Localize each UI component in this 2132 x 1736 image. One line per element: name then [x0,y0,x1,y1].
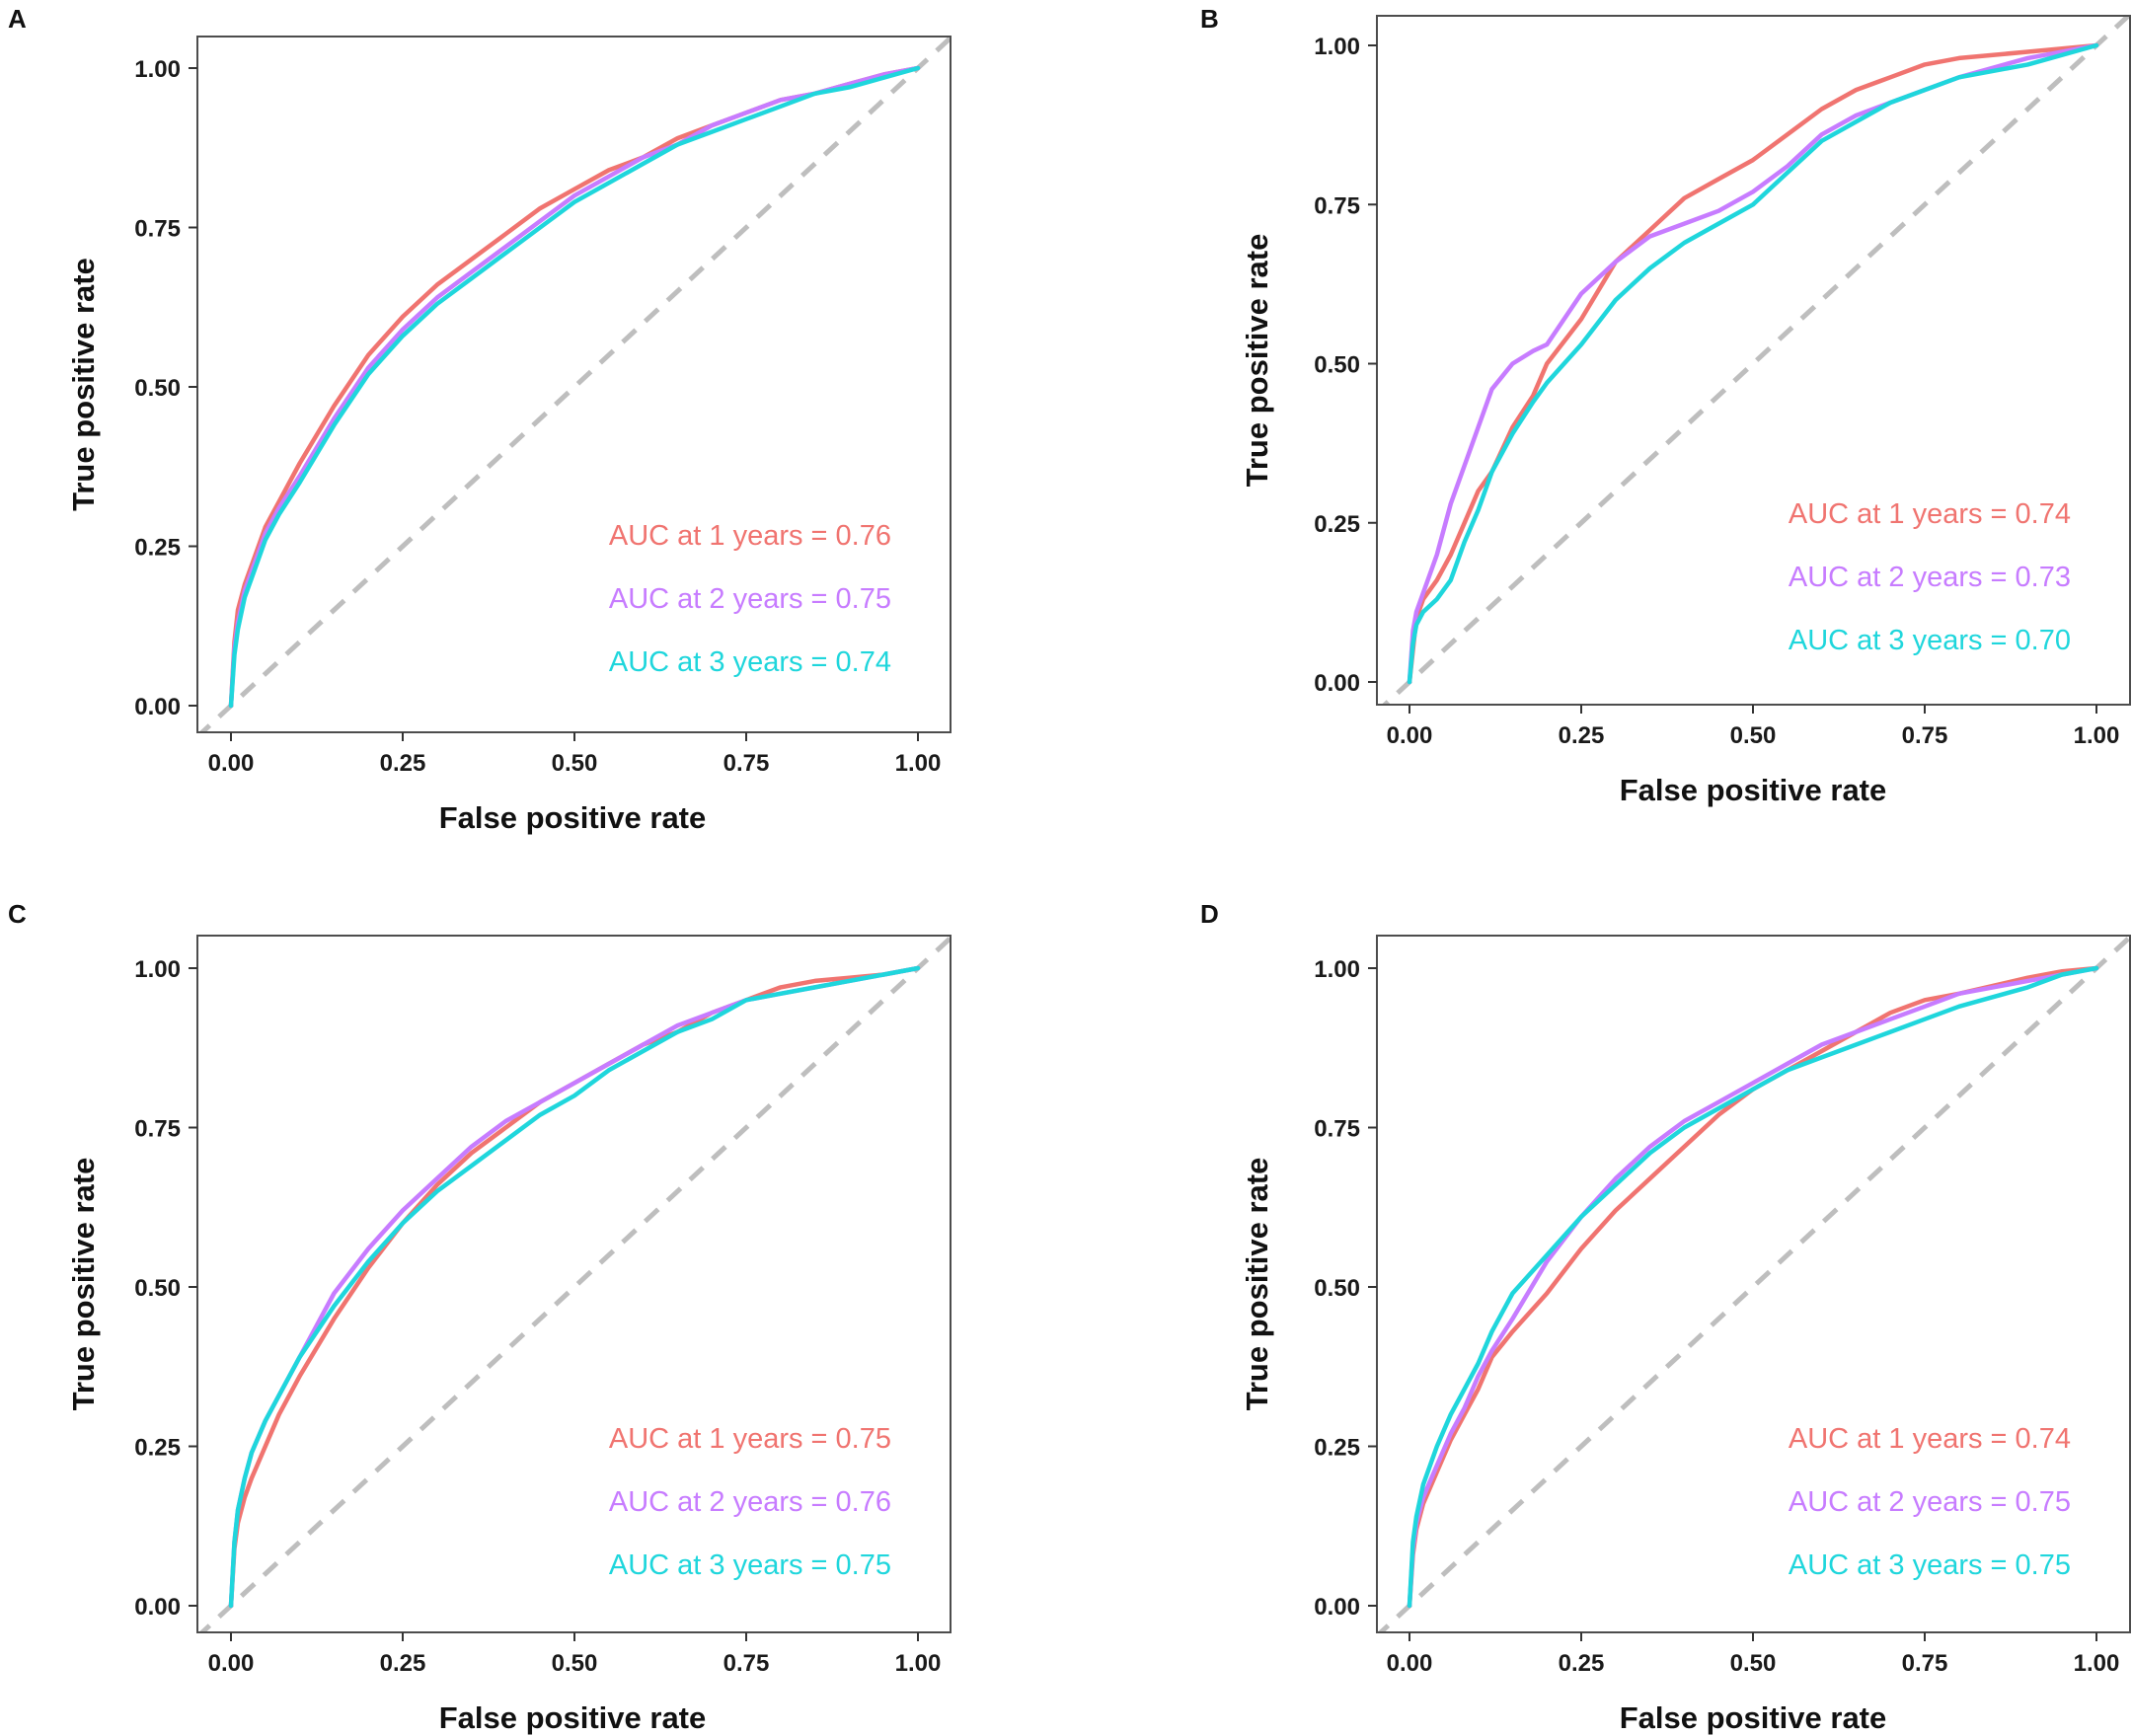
y-tick-label: 0.00 [1314,670,1360,697]
x-tick-label: 0.50 [552,750,598,777]
plot-frame [196,36,952,733]
panel-label: A [8,4,27,34]
x-tick-label: 0.50 [1730,1650,1777,1677]
x-tick-label: 0.50 [552,1650,598,1677]
x-tick-label: 0.25 [380,750,426,777]
panel-a: A 0.00 0.25 0.50 0.75 1.00 0.00 0.25 0.50 0.75 1.0… [8,4,952,835]
plot-frame [1376,15,2131,706]
y-tick-label: 0.50 [1314,352,1360,379]
y-axis-title: True positive rate [1240,1158,1274,1411]
x-tick-label: 0.25 [1559,722,1605,749]
y-tick-label: 0.00 [134,694,181,720]
y-tick-label: 0.75 [134,216,181,243]
auc-label-2-years: AUC at 2 years = 0.75 [609,583,891,615]
panel-b: B 0.00 0.25 0.50 0.75 1.00 0.00 0.25 0.50 0.75 1.0… [1200,4,2131,807]
roc-curve-1-years [1407,42,2099,685]
auc-label-3-years: AUC at 3 years = 0.75 [1789,1549,2071,1581]
x-tick-label: 0.75 [723,1650,770,1677]
x-tick-label: 0.25 [380,1650,426,1677]
roc-curve-2-years [1407,965,2099,1609]
panel-d: D 0.00 0.25 0.50 0.75 1.00 0.00 0.25 0.50 0.75 1.0… [1200,899,2131,1735]
y-tick-label: 1.00 [1314,34,1360,60]
reference-diagonal-line [1381,16,2130,705]
y-tick-label: 0.50 [134,375,181,402]
x-tick-label: 0.00 [208,750,255,777]
y-axis-title: True positive rate [66,258,101,511]
x-tick-label: 1.00 [895,1650,942,1677]
x-tick-label: 0.00 [208,1650,255,1677]
roc-curve-1-years [228,965,921,1609]
x-tick-label: 0.75 [1902,722,1948,749]
auc-label-3-years: AUC at 3 years = 0.75 [609,1549,891,1581]
y-tick-label: 0.25 [1314,1435,1360,1462]
x-axis-title: False positive rate [439,1700,707,1735]
plot-frame [196,935,952,1633]
roc-curve-3-years [1407,42,2099,685]
y-axis-title: True positive rate [1240,234,1274,488]
panel-c: C 0.00 0.25 0.50 0.75 1.00 0.00 0.25 0.50 0.75 1.0… [8,899,952,1735]
panel-label: C [8,899,27,929]
auc-label-1-years: AUC at 1 years = 0.76 [609,520,891,552]
y-tick-label: 0.25 [134,1435,181,1462]
x-tick-label: 0.25 [1559,1650,1605,1677]
y-tick-label: 0.25 [1314,511,1360,538]
auc-label-2-years: AUC at 2 years = 0.76 [609,1486,891,1518]
y-tick-label: 0.00 [1314,1594,1360,1621]
reference-diagonal-line [1377,936,2130,1632]
x-tick-label: 0.75 [723,750,770,777]
y-tick-label: 1.00 [134,956,181,983]
y-tick-label: 0.75 [134,1116,181,1143]
y-tick-label: 0.50 [1314,1275,1360,1302]
auc-label-1-years: AUC at 1 years = 0.74 [1789,498,2071,530]
auc-label-1-years: AUC at 1 years = 0.75 [609,1423,891,1455]
reference-diagonal-line [198,936,951,1632]
x-tick-label: 0.75 [1902,1650,1948,1677]
auc-label-3-years: AUC at 3 years = 0.74 [609,646,891,678]
auc-label-1-years: AUC at 1 years = 0.74 [1789,1423,2071,1455]
panel-label: D [1200,899,1219,929]
auc-label-3-years: AUC at 3 years = 0.70 [1789,625,2071,656]
y-axis-title: True positive rate [66,1158,101,1411]
y-tick-label: 0.75 [1314,192,1360,219]
y-tick-label: 1.00 [1314,956,1360,983]
x-tick-label: 1.00 [2074,722,2120,749]
x-axis-title: False positive rate [1620,773,1887,807]
reference-diagonal-line [198,37,951,732]
x-tick-label: 0.00 [1387,1650,1433,1677]
x-axis-title: False positive rate [439,800,707,835]
auc-label-2-years: AUC at 2 years = 0.73 [1789,562,2071,593]
roc-curve-3-years [228,965,921,1609]
roc-curve-1-years [1407,965,2099,1609]
roc-curve-3-years [228,65,921,709]
y-tick-label: 1.00 [134,56,181,83]
x-tick-label: 0.50 [1730,722,1777,749]
y-tick-label: 0.25 [134,535,181,562]
y-tick-label: 0.75 [1314,1116,1360,1143]
y-tick-label: 0.50 [134,1275,181,1302]
panel-label: B [1200,4,1219,34]
x-tick-label: 0.00 [1387,722,1433,749]
y-tick-label: 0.00 [134,1594,181,1621]
roc-curve-3-years [1407,965,2099,1609]
x-tick-label: 1.00 [2074,1650,2120,1677]
x-tick-label: 1.00 [895,750,942,777]
x-axis-title: False positive rate [1620,1700,1887,1735]
auc-label-2-years: AUC at 2 years = 0.75 [1789,1486,2071,1518]
